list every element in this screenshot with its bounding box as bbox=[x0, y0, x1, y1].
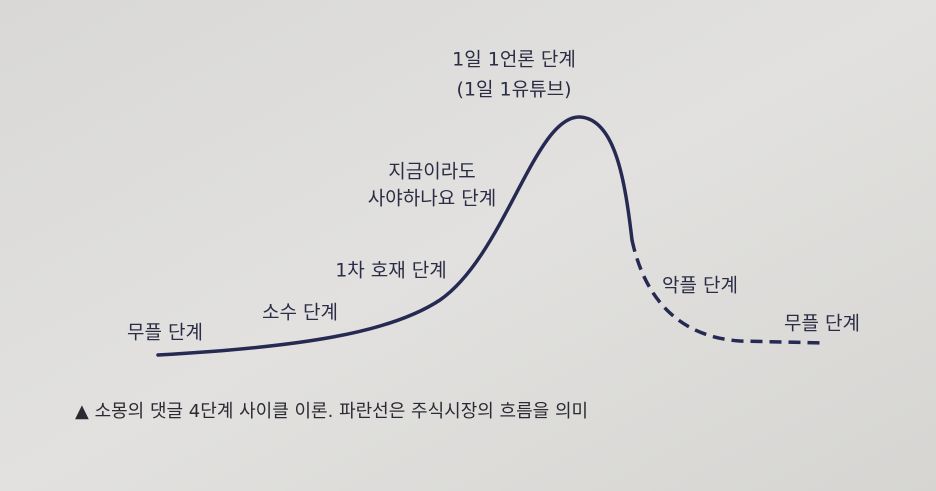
stage-label: 무플 단계 bbox=[784, 313, 860, 335]
market-curve bbox=[156, 115, 634, 357]
stage-label: (1일 1유튜브) bbox=[457, 79, 572, 101]
market-curve-dashed bbox=[630, 239, 826, 345]
stage-label: 사야하나요 단계 bbox=[368, 188, 496, 210]
stage-label: 지금이라도 bbox=[388, 161, 475, 183]
caption: ▲ 소몽의 댓글 4단계 사이클 이론. 파란선은 주식시장의 흐름을 의미 bbox=[75, 401, 588, 422]
stage-label: 소수 단계 bbox=[262, 302, 338, 324]
stage-label: 무플 단계 bbox=[127, 322, 203, 344]
stage-label: 1차 호재 단계 bbox=[335, 260, 447, 282]
stage-label: 1일 1언론 단계 bbox=[452, 49, 576, 71]
stage-label: 악플 단계 bbox=[662, 275, 738, 297]
